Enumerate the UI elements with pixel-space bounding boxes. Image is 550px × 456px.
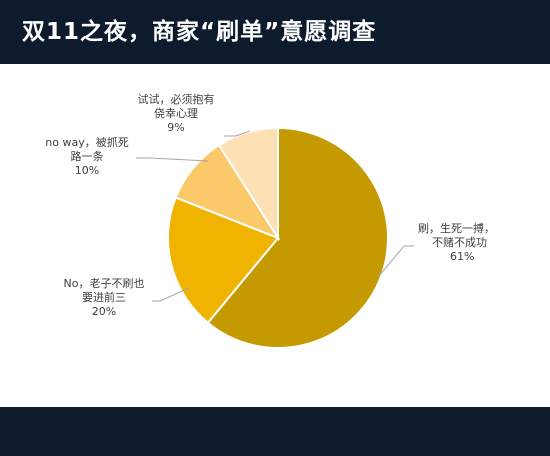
chart-area: 刷，生死一搏，不赌不成功 61% No，老子不刷也要进前三 20% no way，被抓死… bbox=[0, 64, 550, 407]
pie-chart: 刷，生死一搏，不赌不成功 61% No，老子不刷也要进前三 20% no way，被抓死… bbox=[45, 92, 495, 349]
leader-line-1 bbox=[152, 287, 190, 302]
slice-label-0: 刷，生死一搏，不赌不成功 61% bbox=[418, 221, 495, 263]
footer-bar bbox=[0, 407, 550, 456]
leader-line-3 bbox=[224, 130, 251, 137]
page-title: 双11之夜，商家“刷单”意愿调查 bbox=[22, 19, 377, 45]
leader-line-2 bbox=[136, 157, 209, 162]
slice-label-2: no way，被抓死路一条 10% bbox=[45, 135, 128, 177]
pie-slice-0 bbox=[206, 126, 389, 349]
header-bar: 双11之夜，商家“刷单”意愿调查 bbox=[0, 0, 550, 64]
slice-label-3: 试试，必须抱有侥幸心理 9% bbox=[138, 92, 215, 134]
slice-label-1: No，老子不刷也要进前三 20% bbox=[64, 277, 145, 318]
pie-slice-1 bbox=[167, 196, 280, 325]
leader-line-0 bbox=[377, 245, 414, 278]
